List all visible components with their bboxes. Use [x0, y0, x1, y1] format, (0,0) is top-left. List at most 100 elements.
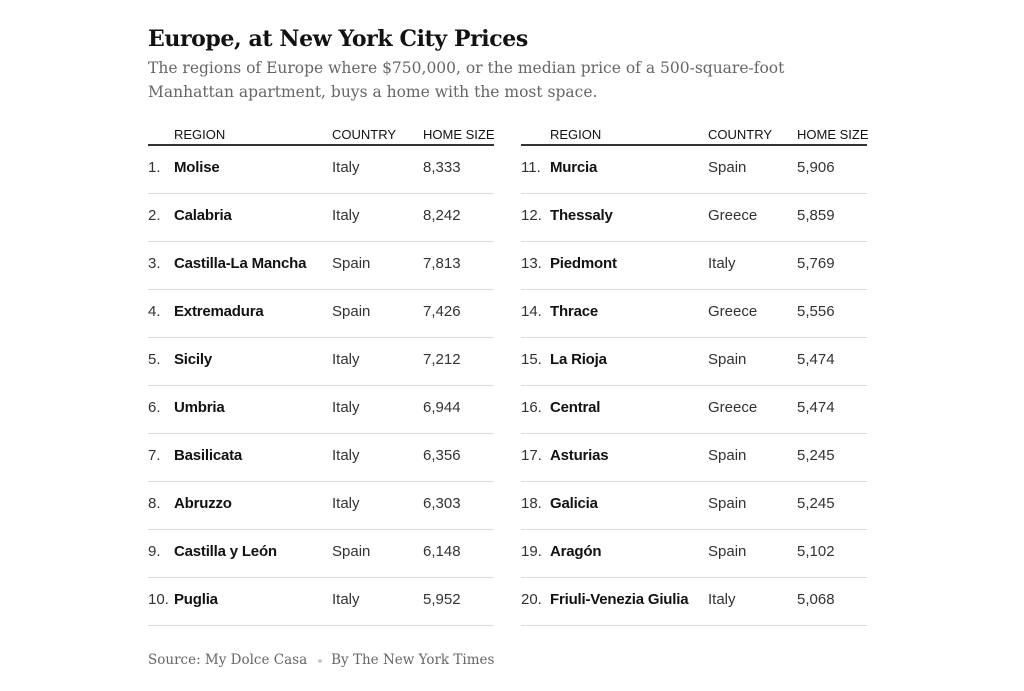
rank-cell: 10. — [148, 591, 169, 608]
home-size-cell: 5,906 — [797, 159, 835, 176]
home-size-cell: 5,769 — [797, 255, 835, 272]
region-cell: Abruzzo — [174, 495, 232, 512]
region-cell: Thrace — [550, 303, 598, 320]
column-header-home-size: HOME SIZE — [797, 127, 869, 142]
table-row: 15. La Rioja Spain 5,474 — [521, 338, 867, 386]
country-cell: Italy — [332, 207, 360, 224]
rank-cell: 18. — [521, 495, 542, 512]
country-cell: Spain — [332, 255, 371, 272]
rankings-table-right: REGION COUNTRY HOME SIZE 11. Murcia Spain 5… — [521, 126, 869, 626]
credit-line: Source: My Dolce Casa By The New York Tim… — [148, 652, 494, 668]
column-header-region: REGION — [550, 127, 602, 142]
country-cell: Italy — [332, 495, 360, 512]
region-cell: Umbria — [174, 399, 225, 416]
country-cell: Spain — [708, 351, 747, 368]
table-row: 8. Abruzzo Italy 6,303 — [148, 482, 494, 530]
country-cell: Italy — [332, 447, 360, 464]
rank-cell: 6. — [148, 399, 161, 416]
table-row: 17. Asturias Spain 5,245 — [521, 434, 867, 482]
region-cell: Puglia — [174, 591, 218, 608]
home-size-cell: 5,474 — [797, 351, 835, 368]
rank-cell: 8. — [148, 495, 161, 512]
home-size-cell: 7,426 — [423, 303, 461, 320]
rank-cell: 2. — [148, 207, 161, 224]
table-row: 20. Friuli-Venezia Giulia Italy 5,068 — [521, 578, 867, 626]
country-cell: Spain — [708, 543, 747, 560]
rank-cell: 16. — [521, 399, 542, 416]
table-row: 5. Sicily Italy 7,212 — [148, 338, 494, 386]
country-cell: Greece — [708, 207, 758, 224]
home-size-cell: 5,068 — [797, 591, 835, 608]
region-cell: Friuli-Venezia Giulia — [550, 591, 689, 608]
region-cell: La Rioja — [550, 351, 607, 368]
rank-cell: 4. — [148, 303, 161, 320]
table-body: 1. Molise Italy 8,333 2. Calabria Italy 8,242 3.… — [148, 146, 494, 626]
table-row: 14. Thrace Greece 5,556 — [521, 290, 867, 338]
country-cell: Italy — [708, 255, 736, 272]
table-body: 11. Murcia Spain 5,906 12. Thessaly Greece 5,85… — [521, 146, 867, 626]
rankings-table-left: REGION COUNTRY HOME SIZE 1. Molise Italy 8,… — [148, 126, 495, 626]
table-row: 13. Piedmont Italy 5,769 — [521, 242, 867, 290]
table-row: 9. Castilla y León Spain 6,148 — [148, 530, 494, 578]
table-row: 3. Castilla-La Mancha Spain 7,813 — [148, 242, 494, 290]
table-row: 12. Thessaly Greece 5,859 — [521, 194, 867, 242]
table-row: 18. Galicia Spain 5,245 — [521, 482, 867, 530]
page-subtitle: The regions of Europe where $750,000, or… — [148, 59, 785, 101]
home-size-cell: 5,102 — [797, 543, 835, 560]
column-header-country: COUNTRY — [332, 127, 397, 142]
rank-cell: 17. — [521, 447, 542, 464]
graphic: Europe, at New York City Prices The regi… — [148, 24, 869, 626]
column-header-country: COUNTRY — [708, 127, 773, 142]
table-row: 4. Extremadura Spain 7,426 — [148, 290, 494, 338]
home-size-cell: 5,556 — [797, 303, 835, 320]
region-cell: Murcia — [550, 159, 598, 176]
country-cell: Greece — [708, 303, 758, 320]
region-cell: Molise — [174, 159, 220, 176]
region-cell: Aragón — [550, 543, 602, 560]
column-header-home-size: HOME SIZE — [423, 127, 495, 142]
page-title: Europe, at New York City Prices — [148, 26, 528, 52]
table-row: 2. Calabria Italy 8,242 — [148, 194, 494, 242]
home-size-cell: 7,212 — [423, 351, 461, 368]
rank-cell: 7. — [148, 447, 161, 464]
region-cell: Piedmont — [550, 255, 617, 272]
home-size-cell: 5,952 — [423, 591, 461, 608]
home-size-cell: 6,356 — [423, 447, 461, 464]
region-cell: Calabria — [174, 207, 232, 224]
rank-cell: 3. — [148, 255, 161, 272]
country-cell: Italy — [332, 159, 360, 176]
table-row: 19. Aragón Spain 5,102 — [521, 530, 867, 578]
separator-dot-icon — [318, 658, 323, 663]
rank-cell: 9. — [148, 543, 161, 560]
country-cell: Spain — [708, 495, 747, 512]
home-size-cell: 5,245 — [797, 447, 835, 464]
table-row: 6. Umbria Italy 6,944 — [148, 386, 494, 434]
home-size-cell: 7,813 — [423, 255, 461, 272]
rank-cell: 13. — [521, 255, 542, 272]
rank-cell: 19. — [521, 543, 542, 560]
table-row: 11. Murcia Spain 5,906 — [521, 146, 867, 194]
table-row: 1. Molise Italy 8,333 — [148, 146, 494, 194]
rank-cell: 1. — [148, 159, 161, 176]
home-size-cell: 8,242 — [423, 207, 461, 224]
rank-cell: 20. — [521, 591, 542, 608]
home-size-cell: 6,148 — [423, 543, 461, 560]
table-row: 10. Puglia Italy 5,952 — [148, 578, 494, 626]
region-cell: Galicia — [550, 495, 598, 512]
country-cell: Italy — [708, 591, 736, 608]
region-cell: Thessaly — [550, 207, 613, 224]
home-size-cell: 5,474 — [797, 399, 835, 416]
column-header-region: REGION — [174, 127, 226, 142]
country-cell: Italy — [332, 399, 360, 416]
table-header: REGION COUNTRY HOME SIZE — [148, 126, 495, 146]
country-cell: Spain — [708, 159, 747, 176]
country-cell: Spain — [332, 303, 371, 320]
home-size-cell: 5,859 — [797, 207, 835, 224]
country-cell: Spain — [332, 543, 371, 560]
table-header: REGION COUNTRY HOME SIZE — [521, 126, 869, 146]
rank-cell: 11. — [521, 159, 541, 176]
table-row: 7. Basilicata Italy 6,356 — [148, 434, 494, 482]
home-size-cell: 6,944 — [423, 399, 461, 416]
rank-cell: 5. — [148, 351, 161, 368]
rank-cell: 15. — [521, 351, 542, 368]
